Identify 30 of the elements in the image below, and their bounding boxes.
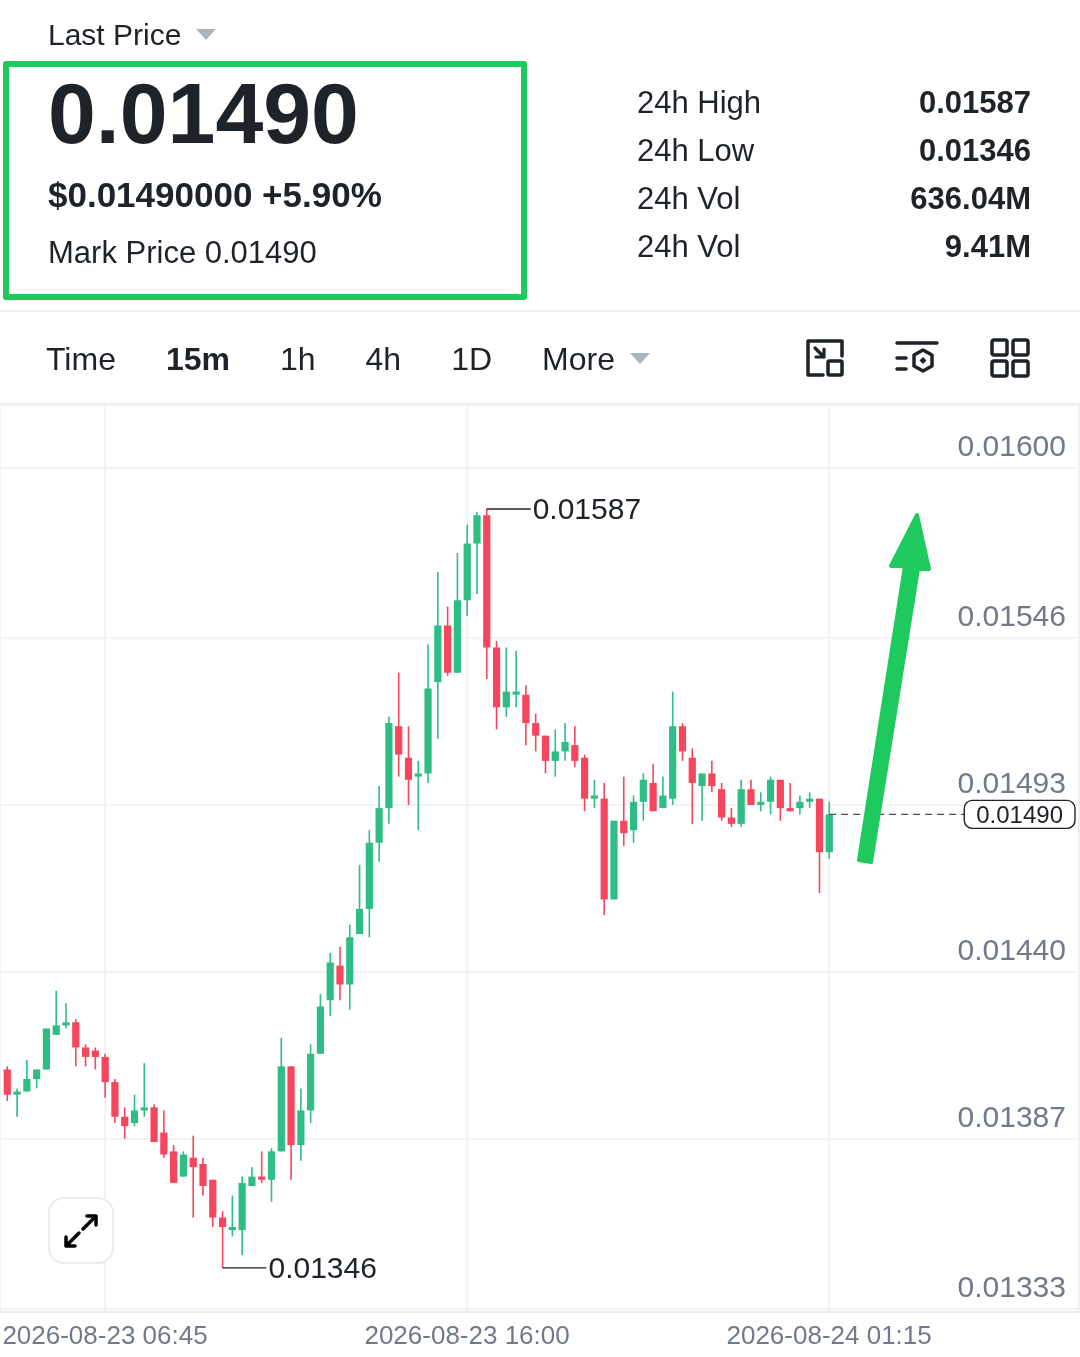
text: 0.01490 [48, 65, 359, 161]
x-tick-label: 2026-08-24 01:15 [726, 1320, 932, 1350]
text: 24h Vol [637, 229, 741, 265]
ref-line-label: 0.01490 [976, 800, 1064, 828]
text: 24h Low [637, 133, 755, 169]
text: 24h Vol [637, 181, 741, 217]
text: Mark Price 0.01490 [48, 235, 317, 270]
text: 4h [365, 340, 402, 378]
text: Time [46, 340, 116, 378]
text: 0.01346 [918, 133, 1031, 169]
text: 1D [451, 340, 493, 378]
text: 1h [279, 340, 316, 378]
text: 636.04M [910, 181, 1031, 217]
text: More [542, 340, 615, 378]
x-tick-label: 2026-08-23 06:45 [2, 1320, 208, 1350]
text: Last Price [48, 17, 182, 53]
text: 24h High [637, 85, 762, 121]
y-tick-label: 0.01546 [957, 599, 1066, 633]
y-tick-label: 0.01440 [957, 932, 1066, 966]
text: $0.01490000 +5.90% [48, 175, 382, 214]
annotation: 0.01587 [532, 492, 642, 526]
text: 15m [165, 340, 230, 378]
y-tick-label: 0.01333 [957, 1269, 1066, 1303]
text: 0.01587 [918, 85, 1031, 121]
y-tick-label: 0.01493 [957, 765, 1066, 799]
x-tick-label: 2026-08-23 16:00 [364, 1320, 570, 1350]
annotation: 0.01346 [268, 1251, 377, 1285]
y-tick-label: 0.01600 [957, 428, 1066, 462]
text: 9.41M [944, 229, 1031, 265]
y-tick-label: 0.01387 [957, 1099, 1066, 1133]
